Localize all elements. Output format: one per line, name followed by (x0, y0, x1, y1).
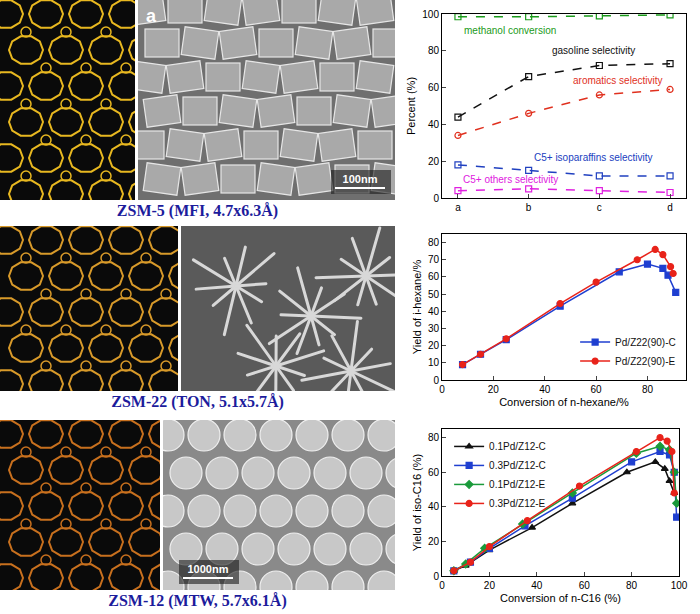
svg-text:70: 70 (428, 254, 440, 265)
svg-text:Conversion of n-C16 (%): Conversion of n-C16 (%) (500, 592, 621, 604)
svg-text:80: 80 (428, 432, 440, 443)
svg-text:0: 0 (433, 193, 439, 204)
svg-text:80: 80 (428, 45, 440, 56)
svg-text:60: 60 (428, 467, 440, 478)
svg-text:c: c (597, 202, 602, 213)
svg-text:C5+ others selectivity: C5+ others selectivity (463, 174, 558, 185)
svg-text:Pd/Z22(90)-C: Pd/Z22(90)-C (615, 337, 676, 348)
svg-text:20: 20 (484, 580, 496, 591)
svg-text:0: 0 (439, 580, 445, 591)
svg-text:60: 60 (591, 384, 603, 395)
svg-text:d: d (667, 202, 673, 213)
svg-text:0: 0 (439, 384, 445, 395)
svg-text:100: 100 (671, 580, 688, 591)
svg-text:0.3Pd/Z12-C: 0.3Pd/Z12-C (489, 460, 546, 471)
svg-text:0.1Pd/Z12-E: 0.1Pd/Z12-E (489, 479, 545, 490)
svg-text:100: 100 (422, 9, 439, 20)
svg-text:C5+ isoparaffins selectivity: C5+ isoparaffins selectivity (534, 152, 652, 163)
svg-text:80: 80 (428, 237, 440, 248)
svg-text:a: a (146, 6, 157, 26)
svg-text:0.3Pd/Z12-E: 0.3Pd/Z12-E (489, 498, 545, 509)
svg-text:0: 0 (433, 571, 439, 582)
svg-text:20: 20 (488, 384, 500, 395)
svg-text:20: 20 (428, 156, 440, 167)
svg-text:Yield of i-hexane/%: Yield of i-hexane/% (411, 260, 423, 355)
svg-text:60: 60 (579, 580, 591, 591)
svg-text:b: b (526, 202, 532, 213)
svg-text:40: 40 (531, 580, 543, 591)
html-text:ZSM-22 (TON, 5.1x5.7Å): ZSM-22 (TON, 5.1x5.7Å) (111, 393, 284, 410)
svg-text:0: 0 (433, 375, 439, 386)
svg-text:60: 60 (428, 82, 440, 93)
svg-text:Pd/Z22(90)-E: Pd/Z22(90)-E (615, 356, 675, 367)
svg-text:50: 50 (428, 289, 440, 300)
svg-text:Percent (%): Percent (%) (405, 77, 417, 135)
svg-text:Conversion of n-hexane/%: Conversion of n-hexane/% (499, 396, 629, 408)
svg-text:20: 20 (428, 340, 440, 351)
svg-text:80: 80 (642, 384, 654, 395)
html-text:ZSM-12 (MTW, 5.7x6.1Å): ZSM-12 (MTW, 5.7x6.1Å) (108, 592, 287, 609)
svg-text:aromatics selectivity: aromatics selectivity (573, 75, 662, 86)
svg-text:40: 40 (428, 306, 440, 317)
html-text:ZSM-5 (MFI, 4.7x6.3Å): ZSM-5 (MFI, 4.7x6.3Å) (116, 202, 279, 219)
svg-text:80: 80 (626, 580, 638, 591)
svg-text:30: 30 (428, 323, 440, 334)
svg-text:100nm: 100nm (343, 173, 378, 185)
svg-text:20: 20 (428, 536, 440, 547)
svg-text:0.1Pd/Z12-C: 0.1Pd/Z12-C (489, 441, 546, 452)
svg-text:methanol conversion: methanol conversion (464, 25, 556, 36)
svg-text:gasoline selectivity: gasoline selectivity (552, 45, 635, 56)
svg-text:40: 40 (428, 119, 440, 130)
svg-text:1000nm: 1000nm (188, 563, 229, 575)
svg-text:40: 40 (539, 384, 551, 395)
svg-text:Yield of iso-C16 (%): Yield of iso-C16 (%) (411, 454, 423, 551)
svg-text:40: 40 (428, 501, 440, 512)
svg-text:a: a (455, 202, 461, 213)
svg-text:10: 10 (428, 357, 440, 368)
svg-text:60: 60 (428, 271, 440, 282)
